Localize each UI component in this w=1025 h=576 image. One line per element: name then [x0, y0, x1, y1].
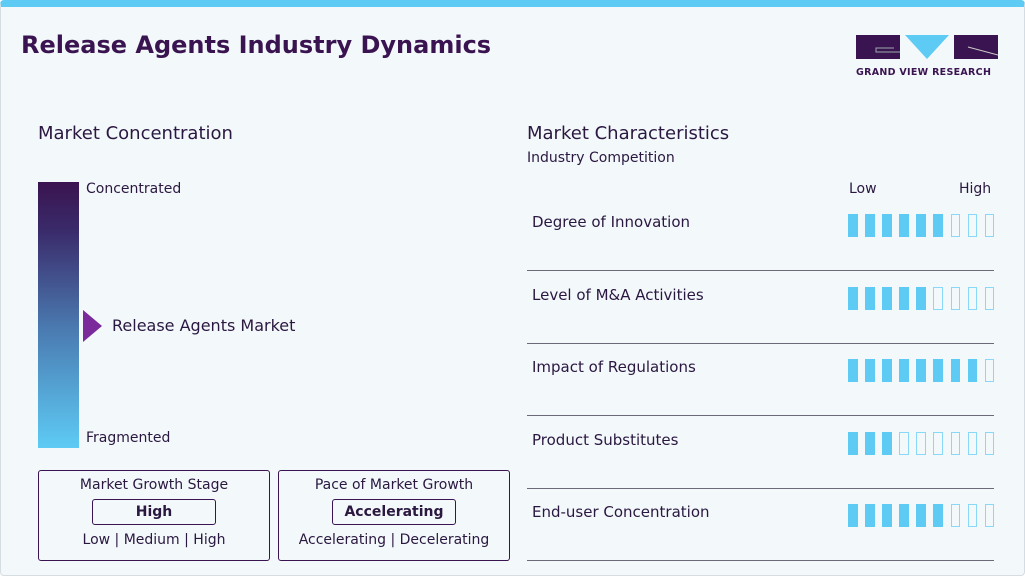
- meter-segment-filled: [865, 359, 875, 382]
- logo-text: GRAND VIEW RESEARCH: [856, 67, 992, 78]
- meter-segment-filled: [899, 504, 909, 527]
- level-meter: [848, 431, 995, 455]
- characteristic-row: End-user Concentration: [527, 489, 995, 561]
- meter-segment-filled: [933, 504, 943, 527]
- characteristic-label: Product Substitutes: [532, 430, 679, 449]
- meter-segment-empty: [950, 286, 961, 310]
- logo-mark-icon: [856, 35, 999, 59]
- growth-stage-value: High: [92, 499, 216, 525]
- level-meter: [848, 286, 995, 310]
- meter-segment-filled: [899, 286, 909, 310]
- meter-segment-empty: [916, 431, 926, 455]
- meter-segment-empty: [933, 286, 943, 310]
- meter-segment-filled: [848, 359, 858, 382]
- market-marker-arrow-icon: [83, 310, 102, 342]
- characteristic-row: Impact of Regulations: [527, 344, 995, 416]
- page-title: Release Agents Industry Dynamics: [21, 31, 492, 59]
- meter-segment-filled: [848, 286, 858, 310]
- meter-segment-filled: [933, 359, 943, 382]
- fragmented-label: Fragmented: [86, 430, 171, 446]
- meter-segment-filled: [882, 431, 892, 455]
- meter-segment-empty: [984, 431, 995, 455]
- meter-segment-filled: [933, 214, 943, 237]
- meter-segment-empty: [967, 431, 978, 455]
- market-growth-stage-box: Market Growth Stage High Low | Medium | …: [38, 470, 270, 561]
- characteristic-label: Impact of Regulations: [532, 358, 696, 376]
- characteristic-label: Level of M&A Activities: [532, 285, 704, 304]
- meter-segment-filled: [899, 359, 909, 382]
- meter-segment-empty: [899, 431, 909, 455]
- meter-segment-empty: [967, 504, 978, 527]
- meter-segment-filled: [916, 359, 926, 382]
- meter-segment-filled: [916, 286, 926, 310]
- meter-segment-empty: [950, 214, 961, 237]
- growth-pace-title: Pace of Market Growth: [314, 477, 474, 493]
- meter-segment-filled: [916, 214, 926, 237]
- meter-segment-filled: [865, 504, 875, 527]
- scale-high-label: High: [959, 181, 992, 197]
- meter-segment-empty: [967, 214, 978, 237]
- market-characteristics-heading: Market Characteristics: [527, 123, 730, 144]
- meter-segment-filled: [967, 359, 978, 382]
- meter-segment-filled: [882, 286, 892, 310]
- concentrated-label: Concentrated: [86, 181, 182, 197]
- characteristic-row: Product Substitutes: [527, 417, 995, 489]
- market-concentration-heading: Market Concentration: [38, 123, 233, 144]
- characteristic-label: Degree of Innovation: [532, 213, 691, 231]
- meter-segment-filled: [916, 504, 926, 527]
- meter-segment-filled: [950, 359, 961, 382]
- meter-segment-filled: [865, 431, 875, 455]
- meter-segment-empty: [950, 504, 961, 527]
- growth-stage-title: Market Growth Stage: [79, 477, 229, 493]
- industry-competition-subheading: Industry Competition: [527, 150, 675, 166]
- meter-segment-filled: [848, 431, 858, 455]
- characteristic-row: Degree of Innovation: [527, 199, 995, 271]
- meter-segment-empty: [984, 504, 995, 527]
- scale-low-label: Low: [849, 181, 877, 197]
- level-meter: [848, 359, 995, 382]
- meter-segment-filled: [899, 214, 909, 237]
- logo: GRAND VIEW RESEARCH: [856, 35, 999, 78]
- meter-segment-empty: [967, 286, 978, 310]
- characteristic-label: End-user Concentration: [532, 503, 710, 521]
- meter-segment-empty: [984, 286, 995, 310]
- meter-segment-filled: [865, 214, 875, 237]
- characteristic-row: Level of M&A Activities: [527, 272, 995, 344]
- level-meter: [848, 214, 995, 237]
- concentration-gradient-bar: [38, 182, 79, 448]
- meter-segment-empty: [933, 431, 943, 455]
- meter-segment-empty: [984, 359, 995, 382]
- meter-segment-empty: [950, 431, 961, 455]
- meter-segment-filled: [882, 504, 892, 527]
- market-marker-label: Release Agents Market: [112, 316, 296, 335]
- meter-segment-filled: [848, 214, 858, 237]
- growth-pace-options: Accelerating | Decelerating: [298, 532, 490, 548]
- meter-segment-filled: [848, 504, 858, 527]
- level-meter: [848, 504, 995, 527]
- meter-segment-filled: [865, 286, 875, 310]
- meter-segment-filled: [882, 359, 892, 382]
- growth-stage-options: Low | Medium | High: [82, 532, 226, 548]
- pace-of-growth-box: Pace of Market Growth Accelerating Accel…: [278, 470, 510, 561]
- meter-segment-empty: [984, 214, 995, 237]
- meter-segment-filled: [882, 214, 892, 237]
- growth-pace-value: Accelerating: [332, 499, 456, 525]
